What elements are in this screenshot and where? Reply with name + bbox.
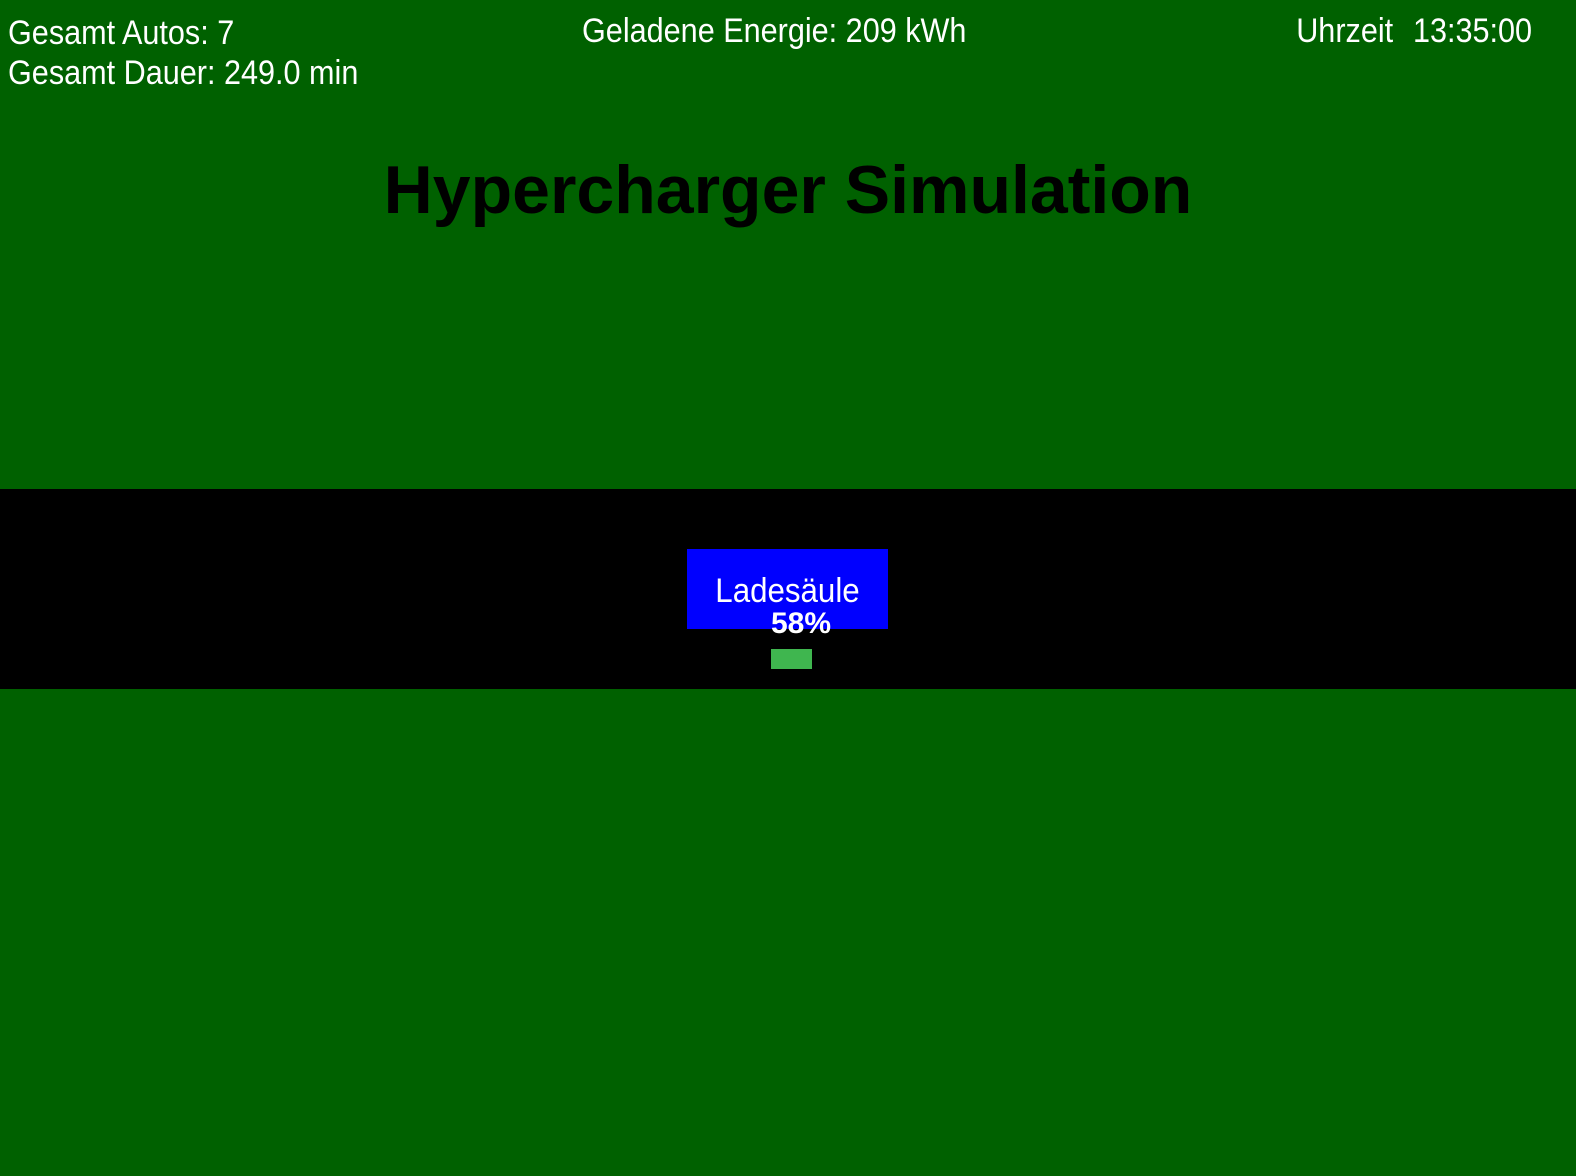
total-duration-stat: Gesamt Dauer: 249.0 min	[8, 54, 359, 92]
clock: Uhrzeit 13:35:00	[1296, 11, 1532, 51]
charge-percentage: 58%	[771, 607, 832, 640]
charged-energy-stat: Geladene Energie: 209 kWh	[582, 12, 967, 50]
charge-progress-bar	[771, 649, 812, 669]
road-lane: Ladesäule 58%	[0, 489, 1576, 689]
clock-time: 13:35:00	[1412, 12, 1532, 50]
charging-station: Ladesäule	[687, 549, 888, 629]
clock-label: Uhrzeit	[1296, 12, 1394, 50]
page-title: Hypercharger Simulation	[383, 152, 1193, 228]
charging-station-label: Ladesäule	[715, 572, 860, 610]
total-cars-stat: Gesamt Autos: 7	[8, 14, 235, 52]
